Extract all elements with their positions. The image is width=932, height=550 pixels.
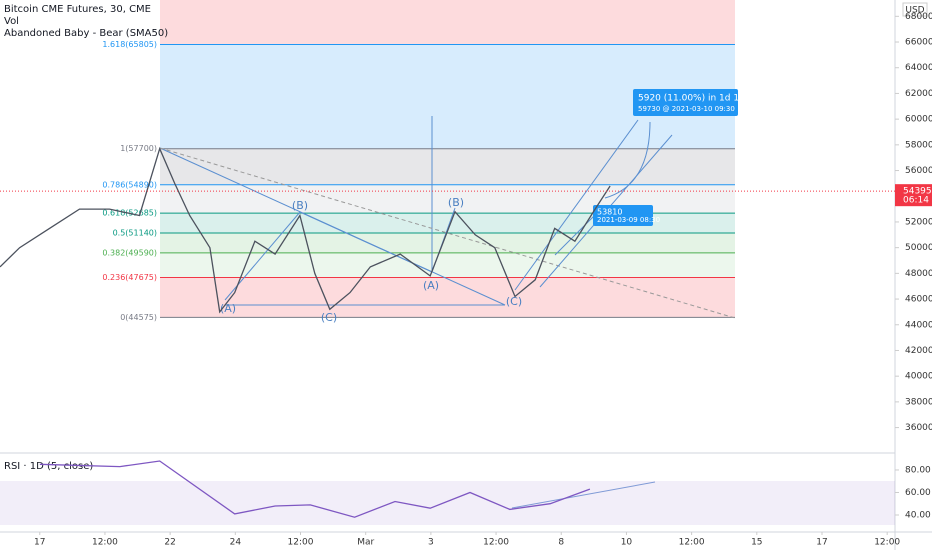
wave-label: (B) — [448, 196, 464, 209]
fib-band — [160, 233, 735, 253]
volume-label: Vol — [4, 16, 19, 27]
last-price-box — [895, 184, 932, 207]
y-tick-label: 60.00 — [905, 488, 931, 498]
indicator-label: Abandoned Baby - Bear (SMA50) — [4, 28, 168, 39]
wave-label: (C) — [321, 311, 337, 324]
fib-label: 1.618(65805) — [102, 40, 157, 49]
projection-text: 53810 — [597, 208, 622, 217]
fib-band — [160, 277, 735, 318]
y-tick-label: 46000 — [905, 295, 932, 305]
x-tick-label: 22 — [164, 538, 175, 548]
y-tick-label: 56000 — [905, 166, 932, 176]
wave-label: (A) — [423, 279, 439, 292]
series-line — [0, 146, 611, 314]
fib-label: 0.786(54890) — [102, 180, 157, 189]
x-tick-label: 8 — [558, 538, 564, 548]
projection-box — [633, 89, 738, 116]
x-tick-label: 12:00 — [92, 538, 118, 548]
y-tick-label: 68000 — [905, 12, 932, 22]
y-tick-label: 42000 — [905, 346, 932, 356]
y-tick-label: 66000 — [905, 38, 932, 48]
x-tick-label: 24 — [230, 538, 242, 548]
series-line — [39, 460, 591, 518]
y-tick-label: 64000 — [905, 63, 932, 73]
fib-label: 0.5(51140) — [113, 229, 157, 238]
x-tick-label: 12:00 — [483, 538, 509, 548]
fib-band — [160, 148, 735, 185]
projection-text: 5920 (11.00%) in 1d 1h — [638, 94, 745, 104]
fib-label: 0.382(49590) — [102, 248, 157, 257]
fib-label: 0(44575) — [120, 313, 157, 322]
fib-label: 1(57700) — [120, 144, 157, 153]
currency: USD — [905, 6, 924, 16]
rsi-trendline — [511, 481, 656, 509]
wave-label: (C) — [506, 295, 522, 308]
rsi-band — [0, 481, 895, 525]
y-tick-label: 62000 — [905, 89, 932, 99]
countdown: 06:14 — [903, 196, 929, 206]
x-tick-label: 3 — [428, 538, 434, 548]
projection-text: 2021-03-09 08:30 — [597, 216, 660, 224]
last-price: 54395 — [903, 187, 932, 197]
x-tick-label: 12:00 — [679, 538, 705, 548]
channel — [514, 119, 639, 291]
currency-box — [902, 2, 928, 17]
y-tick-label: 52000 — [905, 217, 932, 227]
projection-arc — [604, 121, 651, 199]
rsi-title: RSI · 1D (5, close) — [4, 461, 93, 472]
x-tick-label: 17 — [34, 538, 45, 548]
x-tick-label: 17 — [816, 538, 827, 548]
y-tick-label: 40.00 — [905, 510, 931, 520]
wave-label: (A) — [220, 302, 236, 315]
x-tick-label: Mar — [357, 538, 374, 548]
y-tick-label: 60000 — [905, 115, 932, 125]
dashed-line — [159, 147, 736, 319]
y-tick-label: 40000 — [905, 372, 932, 382]
wave-label: (B) — [292, 199, 308, 212]
projection-start-box — [593, 205, 653, 226]
x-tick-label: 12:00 — [288, 538, 314, 548]
y-tick-label: 58000 — [905, 140, 932, 150]
fib-label: 0.236(47675) — [102, 273, 157, 282]
x-tick-label: 15 — [751, 538, 762, 548]
x-tick-label: 10 — [621, 538, 633, 548]
y-tick-label: 80.00 — [905, 465, 931, 475]
fib-band — [160, 252, 735, 278]
y-tick-label: 36000 — [905, 423, 932, 433]
y-tick-label: 38000 — [905, 397, 932, 407]
fib-band — [160, 0, 735, 45]
chart-title: Bitcoin CME Futures, 30, CME — [4, 4, 151, 15]
x-tick-label: 12:00 — [874, 538, 900, 548]
channel — [554, 214, 596, 256]
projection-text: 59730 @ 2021-03-10 09:30 — [638, 105, 735, 113]
y-tick-label: 50000 — [905, 243, 932, 253]
y-tick-label: 44000 — [905, 320, 932, 330]
y-tick-label: 48000 — [905, 269, 932, 279]
